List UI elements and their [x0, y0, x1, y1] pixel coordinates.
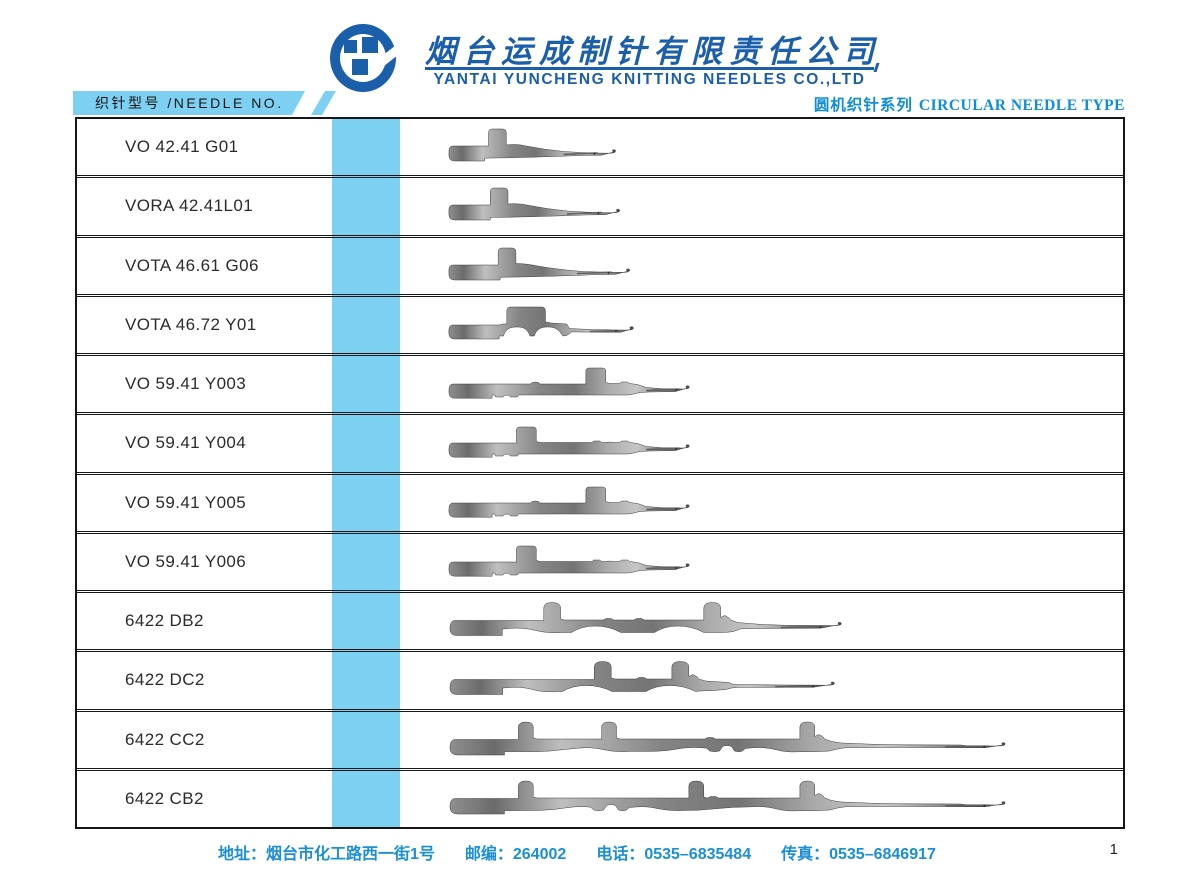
- needle-image: [448, 486, 690, 518]
- needle-model-label: VO 59.41 Y003: [125, 374, 247, 394]
- needle-model-label: VO 59.41 Y006: [125, 551, 247, 571]
- needle-model-label: VO 42.41 G01: [125, 137, 239, 157]
- contact-info: 地址：烟台市化工路西一街1号 邮编：264002 电话：0535–6835484 传真…: [218, 840, 966, 864]
- table-row: VO 59.41 Y004: [77, 415, 1123, 475]
- needle-image: [448, 247, 630, 280]
- table-row: 6422 DC2: [77, 652, 1123, 712]
- logo-square-icon: [362, 37, 378, 53]
- page-number: 1: [1109, 841, 1118, 858]
- series-title-english: CIRCULAR NEEDLE TYPE: [918, 97, 1125, 114]
- tab-background: [73, 91, 305, 115]
- needle-model-label: VOTA 46.72 Y01: [125, 314, 257, 334]
- needle-model-label: VOTA 46.61 G06: [125, 255, 259, 275]
- needle-model-label: 6422 CB2: [125, 788, 204, 808]
- brand-underline: [425, 67, 874, 70]
- table-row: VOTA 46.61 G06: [77, 238, 1123, 297]
- needle-image: [448, 188, 620, 221]
- table-row: VOTA 46.72 Y01: [77, 297, 1123, 356]
- needle-image: [449, 661, 835, 696]
- logo-square-icon: [352, 59, 368, 75]
- contact-info-item: 电话：0535–6835484: [596, 846, 752, 863]
- table-row: VO 59.41 Y003: [77, 356, 1123, 416]
- series-title-chinese: 圆机织针系列: [813, 97, 913, 114]
- needle-image: [449, 780, 1006, 815]
- needle-model-label: 6422 DC2: [125, 670, 205, 690]
- needle-image: [449, 602, 842, 636]
- needle-model-label: 6422 CC2: [125, 729, 205, 749]
- table-row: VO 42.41 G01: [77, 119, 1123, 179]
- logo-square-icon: [344, 40, 357, 53]
- needle-image: [448, 128, 616, 162]
- company-logo-icon: [330, 24, 402, 92]
- tab-accent-sliver: [311, 91, 336, 115]
- needle-no-tab: 织针型号 /NEEDLE NO.: [73, 91, 403, 115]
- table-row: 6422 CB2: [77, 771, 1123, 827]
- company-name-english: YANTAI YUNCHENG KNITTING NEEDLES CO.,LTD: [433, 71, 866, 88]
- needle-model-label: VO 59.41 Y004: [125, 433, 247, 453]
- table-row: 6422 CC2: [77, 712, 1123, 771]
- needle-image: [448, 545, 690, 577]
- needle-image: [449, 721, 1006, 755]
- company-name-chinese: 烟台运成制针有限责任公司: [425, 34, 881, 70]
- needle-image: [448, 306, 634, 340]
- table-row: VO 59.41 Y006: [77, 534, 1123, 593]
- table-row: VO 59.41 Y005: [77, 475, 1123, 534]
- table-row: VORA 42.41L01: [77, 178, 1123, 238]
- needle-image: [448, 367, 690, 399]
- series-title: 圆机织针系列 CIRCULAR NEEDLE TYPE: [814, 93, 1125, 115]
- table-row: 6422 DB2: [77, 593, 1123, 653]
- needle-model-label: VO 59.41 Y005: [125, 492, 247, 512]
- contact-info-item: 地址：烟台市化工路西一街1号: [218, 846, 435, 863]
- needle-image: [448, 427, 690, 458]
- contact-info-item: 传真：0535–6846917: [781, 846, 936, 863]
- needle-model-label: VORA 42.41L01: [125, 196, 254, 216]
- needle-table: VO 42.41 G01 VORA 42.41L01 VOTA 46.61 G0…: [75, 117, 1125, 829]
- needle-no-label: 织针型号 /NEEDLE NO.: [95, 95, 284, 111]
- contact-info-item: 邮编：264002: [464, 846, 567, 863]
- needle-model-label: 6422 DB2: [125, 611, 204, 631]
